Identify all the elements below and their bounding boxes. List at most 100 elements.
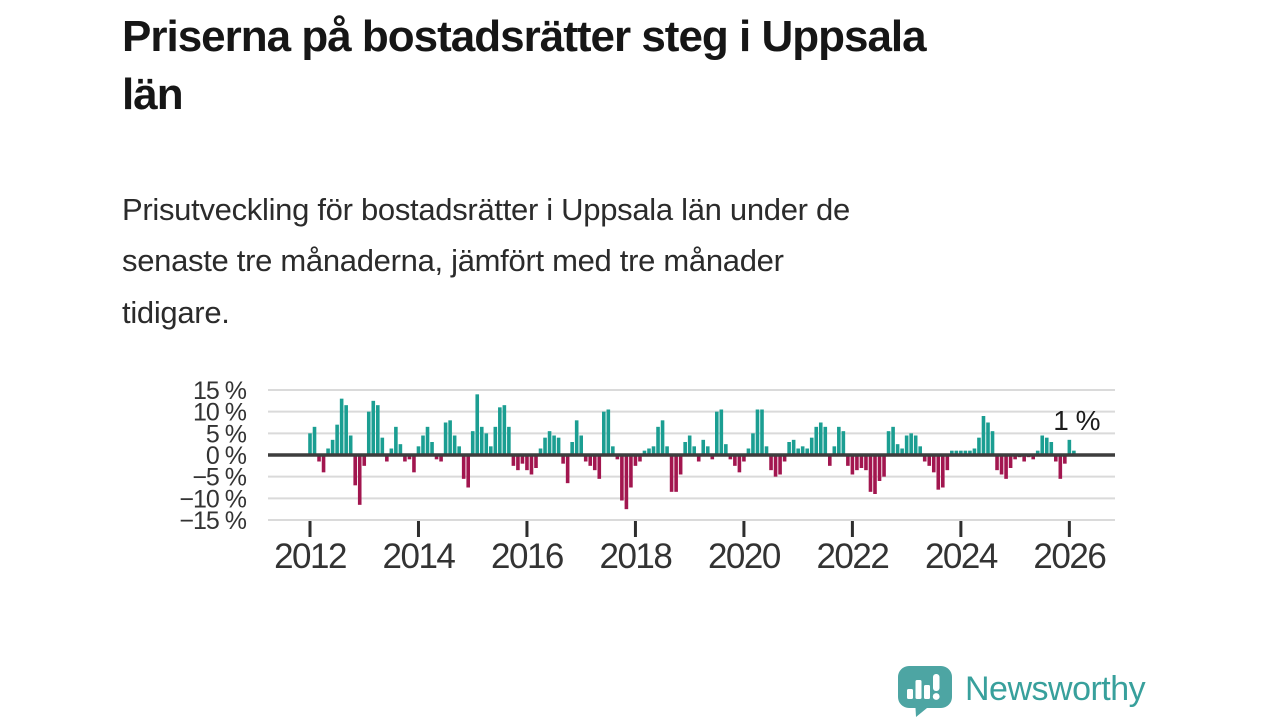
bar (828, 455, 832, 466)
bar (592, 455, 597, 471)
bar (335, 424, 339, 455)
bar (461, 455, 466, 479)
bar (692, 446, 696, 455)
bar (895, 444, 900, 455)
bar (561, 455, 565, 464)
bar (583, 455, 588, 462)
newsworthy-brand: Newsworthy (897, 665, 1146, 717)
last-value-annotation: 1 % (1053, 405, 1100, 436)
bar (972, 448, 977, 455)
bar (733, 455, 737, 466)
bar (877, 455, 882, 481)
bar (859, 455, 864, 468)
bar (705, 446, 710, 455)
bar (782, 455, 787, 462)
bar (339, 398, 344, 455)
bar (882, 455, 886, 477)
bar (430, 442, 434, 455)
bar (904, 435, 909, 455)
bar (945, 455, 950, 471)
bar (638, 455, 642, 462)
bar (507, 426, 511, 455)
bar (886, 431, 891, 455)
bar (642, 450, 647, 455)
bar (1004, 455, 1008, 479)
bar (778, 455, 782, 475)
bar (421, 435, 425, 455)
page-title: Priserna på bostadsrätter steg i Uppsala… (122, 12, 927, 120)
x-tick-label: 2014 (383, 537, 456, 576)
bar (678, 455, 683, 475)
bar (353, 455, 357, 486)
bar (868, 455, 873, 492)
bar (950, 450, 954, 455)
bar (696, 455, 701, 462)
bar (317, 455, 321, 462)
newsworthy-logo-icon (898, 666, 952, 717)
bar (330, 439, 335, 455)
bar (909, 433, 913, 455)
bar (959, 450, 963, 455)
bar (769, 455, 773, 471)
bar (498, 407, 502, 455)
bar (321, 455, 326, 473)
bar (809, 437, 814, 455)
bar (1054, 455, 1058, 462)
bar (529, 455, 534, 475)
bar (751, 433, 755, 455)
bar (326, 448, 330, 455)
bar (520, 455, 525, 464)
bar (1049, 442, 1054, 455)
bar (493, 426, 498, 455)
bar (376, 405, 380, 455)
bar (407, 455, 412, 460)
page-subtitle: Prisutveckling för bostadsrätter i Uppsa… (122, 192, 850, 330)
bar (674, 455, 678, 492)
bar (448, 420, 452, 455)
bar (380, 437, 385, 455)
bar (629, 455, 633, 488)
bar (348, 435, 353, 455)
bar (362, 455, 367, 466)
bar (837, 426, 841, 455)
bar (394, 426, 398, 455)
bar (995, 455, 999, 471)
bar (484, 433, 489, 455)
bar (773, 455, 778, 477)
bar (746, 448, 751, 455)
bar (737, 455, 742, 473)
bar (683, 442, 687, 455)
bar (470, 431, 475, 455)
bar (1063, 455, 1067, 464)
bar (891, 426, 895, 455)
bar (366, 411, 371, 455)
bar (787, 442, 791, 455)
bar (710, 455, 715, 460)
bar (791, 439, 796, 455)
bar (1067, 439, 1072, 455)
bar (457, 446, 461, 455)
bar (344, 405, 348, 455)
bar (724, 444, 728, 455)
y-tick-label: 5 % (206, 420, 247, 448)
x-tick-label: 2026 (1033, 537, 1105, 576)
bar (927, 455, 932, 466)
bar (687, 435, 692, 455)
bar (416, 446, 421, 455)
bar (665, 446, 669, 455)
bar (1040, 435, 1045, 455)
bar (547, 431, 552, 455)
bar (968, 450, 972, 455)
bar (602, 411, 606, 455)
bar (855, 455, 859, 471)
bar (579, 435, 583, 455)
x-tick-label: 2012 (274, 537, 346, 576)
bar (574, 420, 579, 455)
x-tick-label: 2022 (816, 537, 888, 576)
y-tick-label: 10 % (193, 399, 247, 427)
bar (624, 455, 629, 510)
bar (489, 446, 493, 455)
bar (941, 455, 945, 488)
bar (864, 455, 868, 471)
